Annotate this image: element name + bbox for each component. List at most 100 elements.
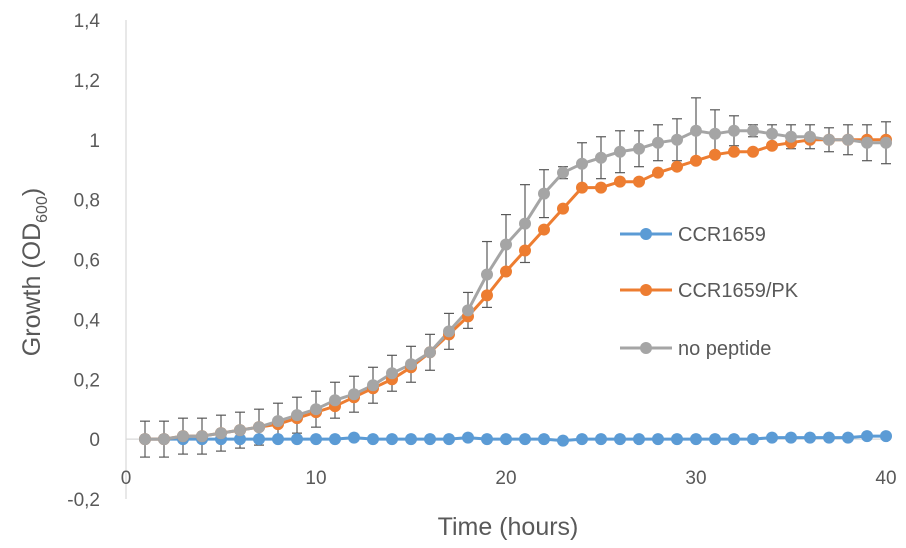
y-tick-label: 1,4 [74,11,101,32]
legend-label: CCR1659 [678,224,766,246]
data-point-ccr1659-pk [747,145,759,158]
data-point-ccr1659 [329,433,341,446]
x-tick-label: 10 [305,468,326,489]
data-point-no-peptide [671,133,683,146]
data-point-ccr1659 [804,431,816,444]
data-point-ccr1659 [709,433,721,446]
x-tick-label: 30 [685,468,706,489]
data-point-ccr1659-pk [633,175,645,188]
data-point-ccr1659 [481,433,493,446]
y-tick-labels: -0,2 0 0,2 0,4 0,6 0,8 1 1,2 1,4 [67,11,100,511]
y-axis-title-subscript: 600 [34,196,51,223]
x-axis-title: Time (hours) [438,513,579,541]
data-point-ccr1659 [443,433,455,446]
data-point-ccr1659-pk [690,154,702,167]
data-point-ccr1659 [861,430,873,443]
y-tick-label: 0,8 [74,191,100,212]
data-point-no-peptide [139,433,151,446]
data-point-ccr1659-pk [766,139,778,152]
data-point-ccr1659 [291,433,303,446]
y-tick-label: 0,4 [74,310,101,331]
y-axis-title-close: ) [18,188,46,196]
data-point-ccr1659 [500,433,512,446]
error-bars [140,97,891,458]
data-point-ccr1659 [424,433,436,446]
series-line-no-peptide [145,129,886,441]
data-point-no-peptide [310,403,322,416]
data-point-ccr1659 [253,433,265,446]
x-tick-labels: 0 10 20 30 40 [121,468,897,489]
data-point-no-peptide [367,379,379,392]
data-point-no-peptide [329,394,341,407]
data-point-no-peptide [709,127,721,140]
data-point-no-peptide [386,367,398,380]
data-point-ccr1659-pk [557,202,569,215]
data-point-no-peptide [348,388,360,401]
data-point-ccr1659 [386,433,398,446]
data-point-ccr1659 [595,433,607,446]
data-point-no-peptide [405,358,417,371]
data-point-no-peptide [614,145,626,158]
data-point-no-peptide [291,409,303,422]
data-point-no-peptide [234,424,246,437]
data-point-ccr1659 [747,433,759,446]
data-point-no-peptide [272,415,284,428]
series-line-ccr1659 [145,434,886,443]
data-point-ccr1659-pk [709,148,721,161]
legend-swatch-marker [640,342,652,354]
legend-label: CCR1659/PK [678,280,799,302]
series-lines [145,129,886,443]
data-point-ccr1659 [538,433,550,446]
data-point-ccr1659 [462,431,474,444]
data-point-no-peptide [158,433,170,446]
data-point-ccr1659 [766,431,778,444]
legend-swatch-marker [640,284,652,296]
data-point-ccr1659 [785,431,797,444]
data-point-no-peptide [633,142,645,155]
x-tick-label: 20 [495,468,516,489]
y-axis-title: Growth (OD600) [18,188,51,356]
y-tick-label: 0,2 [74,370,100,391]
data-point-ccr1659 [633,433,645,446]
data-point-no-peptide [690,124,702,137]
y-tick-label: -0,2 [67,490,100,511]
data-point-ccr1659 [519,433,531,446]
legend-swatch-marker [640,228,652,240]
data-point-ccr1659 [728,433,740,446]
series-points [139,124,892,447]
data-point-no-peptide [253,421,265,434]
y-tick-label: 1 [89,131,100,152]
data-point-no-peptide [747,124,759,137]
data-point-no-peptide [500,238,512,251]
y-tick-label: 0,6 [74,251,100,272]
data-point-ccr1659 [348,431,360,444]
data-point-ccr1659 [690,433,702,446]
x-tick-label: 40 [875,468,896,489]
data-point-no-peptide [728,124,740,137]
data-point-no-peptide [576,157,588,170]
data-point-ccr1659 [652,433,664,446]
data-point-no-peptide [557,166,569,179]
data-point-ccr1659-pk [576,181,588,194]
y-tick-label: 0 [89,430,100,451]
data-point-ccr1659 [671,433,683,446]
data-point-no-peptide [652,136,664,149]
data-point-ccr1659-pk [728,145,740,158]
legend-item-no-peptide: no peptide [620,338,771,360]
data-point-no-peptide [424,346,436,359]
data-point-ccr1659 [557,434,569,447]
data-point-no-peptide [823,133,835,146]
data-point-ccr1659-pk [519,244,531,257]
data-point-no-peptide [880,136,892,149]
data-point-ccr1659 [272,433,284,446]
data-point-no-peptide [196,430,208,443]
data-point-no-peptide [215,427,227,440]
data-point-ccr1659 [367,433,379,446]
data-point-ccr1659 [576,433,588,446]
data-point-no-peptide [519,217,531,230]
data-point-no-peptide [481,268,493,281]
data-point-ccr1659-pk [595,181,607,194]
legend: CCR1659 CCR1659/PK no peptide [620,224,799,360]
legend-label: no peptide [678,338,771,360]
